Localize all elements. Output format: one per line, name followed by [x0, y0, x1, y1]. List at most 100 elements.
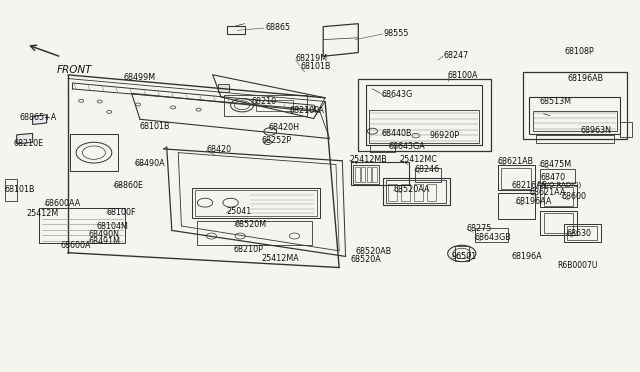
Bar [497, 193, 534, 219]
Bar [415, 168, 442, 182]
Text: 98555: 98555 [384, 29, 410, 38]
Bar [224, 95, 307, 116]
Bar [523, 72, 627, 139]
Text: 68513M: 68513M [539, 97, 571, 106]
Bar [620, 122, 632, 137]
Bar [529, 97, 620, 134]
Text: 68108P: 68108P [564, 47, 595, 56]
Text: 68621AB: 68621AB [497, 157, 534, 166]
Bar [366, 85, 482, 145]
Text: 68210P: 68210P [234, 244, 264, 253]
Text: 68491M: 68491M [89, 237, 121, 246]
Bar [532, 111, 617, 131]
Bar [372, 167, 377, 182]
Text: 68275: 68275 [467, 224, 492, 233]
Text: 68210: 68210 [252, 97, 276, 106]
Bar [39, 208, 125, 243]
Text: 68420H: 68420H [269, 123, 300, 132]
Text: 68621AA: 68621AA [529, 188, 566, 197]
Text: 68104M: 68104M [97, 222, 129, 231]
Bar [386, 180, 446, 203]
Polygon shape [17, 134, 33, 144]
Bar [369, 110, 479, 143]
Bar [227, 26, 244, 34]
Bar [543, 187, 573, 206]
Text: 68520M: 68520M [234, 221, 266, 230]
Bar [497, 165, 534, 190]
Bar [70, 134, 118, 171]
Bar [536, 135, 614, 143]
Text: 68216AS: 68216AS [511, 181, 547, 190]
Text: 68475M: 68475M [539, 160, 571, 169]
Text: 68252P: 68252P [261, 135, 291, 145]
Bar [427, 184, 436, 201]
Bar [383, 178, 450, 205]
Bar [355, 167, 360, 182]
Text: 68101B: 68101B [301, 62, 332, 71]
Text: 68196AB: 68196AB [567, 74, 604, 83]
Bar [540, 185, 577, 208]
Bar [4, 179, 17, 201]
Text: 68865: 68865 [266, 23, 291, 32]
Polygon shape [33, 115, 47, 125]
Text: 25412MC: 25412MC [400, 155, 438, 164]
Bar [353, 164, 379, 184]
Bar [361, 167, 365, 182]
Text: 68630: 68630 [566, 229, 591, 238]
Text: FRONT: FRONT [57, 65, 92, 76]
Text: 68490N: 68490N [89, 230, 120, 239]
Text: 68101B: 68101B [140, 122, 170, 131]
Text: 25412M: 25412M [26, 209, 58, 218]
Bar [256, 100, 293, 111]
Bar [401, 184, 410, 201]
Text: (W/O RADIO): (W/O RADIO) [537, 181, 581, 188]
Bar [192, 188, 320, 218]
Text: 68490A: 68490A [135, 158, 165, 167]
Text: 68420: 68420 [206, 145, 232, 154]
Text: 68210E: 68210E [13, 139, 44, 148]
Text: 68196A: 68196A [511, 252, 542, 261]
Text: 96920P: 96920P [430, 131, 460, 140]
Text: 68520AB: 68520AB [355, 247, 392, 256]
Text: 68196AA: 68196AA [515, 197, 552, 206]
Text: 68246: 68246 [415, 165, 440, 174]
Bar [474, 228, 508, 242]
Bar [367, 167, 371, 182]
Text: 68101B: 68101B [4, 185, 35, 194]
Text: 68210PA: 68210PA [289, 106, 324, 115]
Text: 68470: 68470 [540, 173, 566, 182]
Bar [197, 221, 312, 245]
Bar [370, 145, 396, 152]
Text: 68100F: 68100F [106, 208, 136, 217]
Bar [195, 190, 317, 216]
Text: 68963N: 68963N [580, 125, 612, 135]
Text: 25041: 25041 [226, 208, 252, 217]
Bar [543, 213, 573, 233]
Text: 68643GB: 68643GB [474, 232, 511, 242]
Text: 68643GA: 68643GA [389, 142, 426, 151]
Text: 68865+A: 68865+A [20, 113, 57, 122]
Text: 68643G: 68643G [381, 90, 413, 99]
Text: 68600A: 68600A [61, 241, 92, 250]
Text: 68247: 68247 [444, 51, 468, 60]
Bar [218, 84, 229, 92]
Text: 25412MA: 25412MA [261, 254, 299, 263]
Bar [564, 224, 601, 242]
Text: 68440B: 68440B [382, 128, 412, 138]
Bar [414, 184, 423, 201]
Bar [388, 184, 397, 201]
Bar [540, 169, 575, 183]
Text: 68219M: 68219M [296, 54, 328, 63]
Bar [351, 162, 410, 185]
Text: 68600AA: 68600AA [44, 199, 81, 208]
Text: 96501: 96501 [452, 252, 477, 261]
Bar [567, 227, 596, 240]
Text: 25412MB: 25412MB [349, 155, 387, 164]
Text: R6B0007U: R6B0007U [557, 261, 598, 270]
Text: 68520AA: 68520AA [394, 185, 430, 194]
Bar [500, 168, 531, 189]
Bar [358, 79, 491, 151]
Text: 68520A: 68520A [351, 255, 381, 264]
Bar [456, 246, 469, 261]
Text: 68499M: 68499M [124, 73, 156, 82]
